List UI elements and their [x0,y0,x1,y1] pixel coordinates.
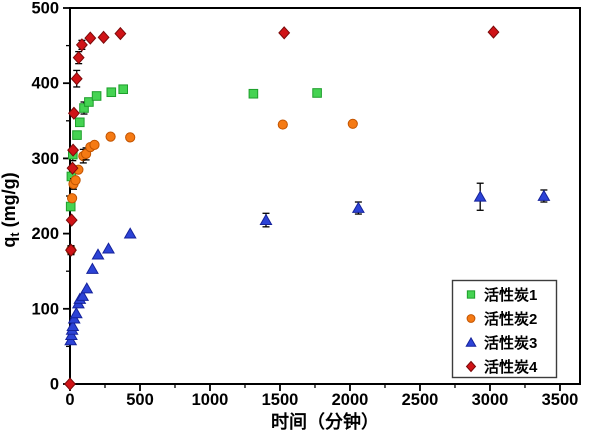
data-point-marker [91,91,102,101]
data-point-marker [76,289,90,301]
y-tick-label: 0 [50,376,59,394]
x-axis-title: 时间（分钟） [271,411,379,432]
data-point-marker [278,26,291,40]
series-1 [65,84,322,212]
data-point-marker [123,227,137,239]
data-point-marker [537,189,551,201]
data-point-marker [85,262,99,274]
data-point-marker [89,139,100,150]
y-tick-label: 400 [31,75,59,93]
data-point-marker [473,190,487,202]
data-point-marker [259,213,273,225]
data-point-marker [72,50,85,65]
data-point-marker [66,193,78,204]
data-point-marker [106,87,117,98]
data-point-marker [66,161,79,175]
legend: 活性炭1 活性炭2 活性炭3 活性炭4 [451,279,558,379]
data-point-marker [125,132,136,143]
data-point-marker [84,97,94,107]
legend-label: 活性炭4 [484,358,538,376]
series-3 [64,182,551,346]
series-2 [65,118,358,256]
data-point-marker [65,201,76,212]
series-4 [64,25,500,391]
data-point-marker [118,84,128,95]
legend-label: 活性炭1 [484,286,537,304]
data-point-marker [105,131,116,142]
data-point-marker [84,31,97,45]
x-tick-label: 3500 [542,391,579,409]
data-point-marker [70,72,83,86]
legend-item-4: 活性炭4 [465,358,538,376]
data-point-marker [79,103,89,113]
data-point-marker [72,130,82,140]
x-tick-label: 0 [65,391,74,409]
data-point-marker [67,106,80,120]
data-point-marker [91,248,105,260]
legend-label: 活性炭3 [484,334,537,352]
legend-item-1: 活性炭1 [466,286,537,304]
x-tick-label: 2500 [402,391,439,409]
data-point-marker [97,30,110,44]
data-point-marker [69,306,83,319]
data-point-marker [277,119,288,130]
y-tick-label: 500 [31,0,59,18]
data-point-marker [465,360,477,373]
legend-label: 活性炭2 [484,310,537,328]
data-point-marker [75,38,88,52]
data-point-marker [114,26,127,41]
data-point-marker [466,290,476,299]
data-point-marker [66,319,80,331]
y-axis-title: qt (mg/g) [0,172,22,247]
data-point-marker [351,201,365,213]
x-tick-label: 500 [126,391,154,409]
data-point-marker [65,213,78,227]
x-tick-label: 1000 [192,391,229,409]
x-tick-label: 1500 [262,391,299,409]
x-tick-label: 3000 [472,391,509,409]
y-tick-label: 100 [31,300,59,318]
data-point-marker [487,25,500,39]
data-point-marker [67,143,80,157]
data-point-marker [80,282,94,294]
y-tick-label: 200 [31,225,59,243]
data-point-marker [312,88,322,98]
data-point-marker [65,243,77,257]
data-point-marker [248,88,259,99]
data-point-marker [465,336,477,347]
y-tick-label: 300 [31,150,59,168]
data-point-marker [102,242,115,254]
data-point-marker [347,118,358,129]
data-point-marker [70,175,81,186]
legend-item-2: 活性炭2 [466,310,537,328]
data-point-marker [74,117,85,128]
data-point-marker [64,377,76,391]
data-point-marker [466,314,476,323]
x-tick-label: 2000 [332,391,369,409]
legend-item-3: 活性炭3 [465,334,537,352]
